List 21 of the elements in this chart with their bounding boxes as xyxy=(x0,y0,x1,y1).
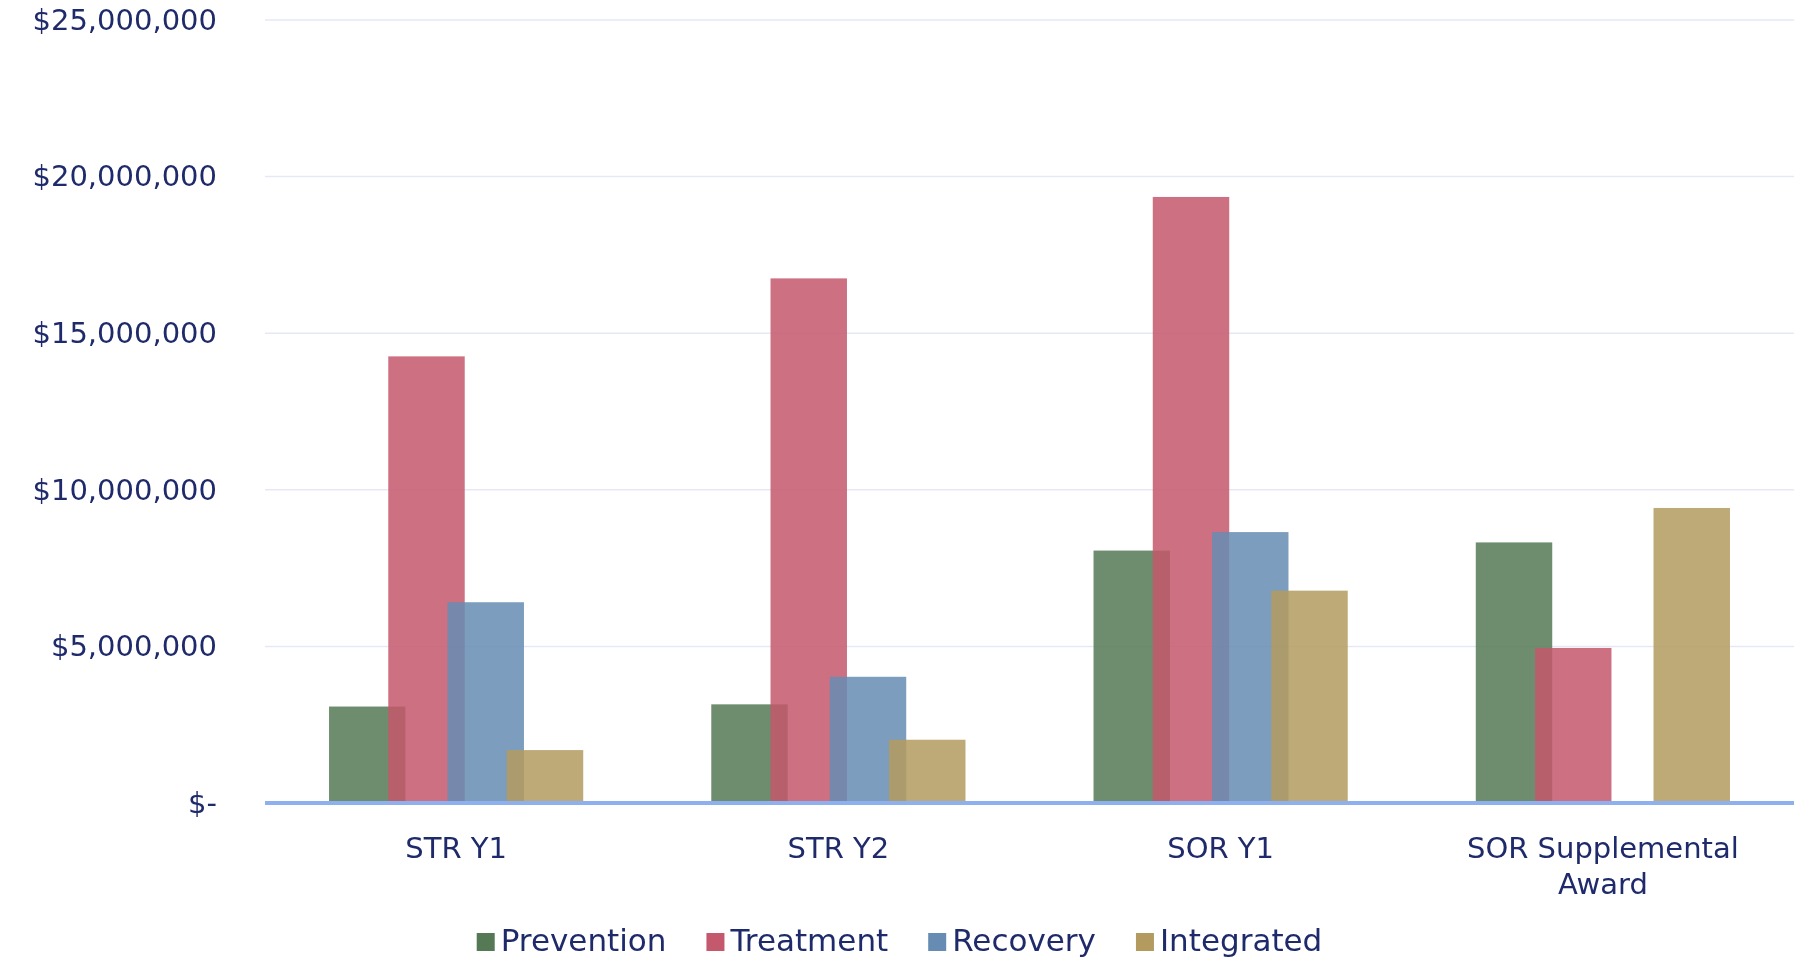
legend-label: Prevention xyxy=(500,922,667,958)
legend-label: Recovery xyxy=(952,922,1096,958)
bar xyxy=(447,602,524,803)
y-tick-label: $5,000,000 xyxy=(50,629,217,664)
y-tick-label: $10,000,000 xyxy=(32,472,217,507)
x-tick-label: STR Y1 xyxy=(405,831,507,865)
x-tick-label: STR Y2 xyxy=(787,831,890,865)
x-tick-label: SOR Supplemental Award xyxy=(1466,831,1739,901)
legend-label: Treatment xyxy=(729,922,889,958)
bar xyxy=(506,750,584,803)
legend-label: Integrated xyxy=(1159,922,1323,958)
bar xyxy=(889,739,966,803)
bar xyxy=(770,278,847,803)
bar xyxy=(1271,590,1348,803)
y-tick-label: $15,000,000 xyxy=(32,315,217,350)
y-tick-label: $20,000,000 xyxy=(32,159,217,194)
y-tick-label: $- xyxy=(188,785,217,820)
x-tick-label: SOR Y1 xyxy=(1167,831,1275,865)
y-tick-label: $25,000,000 xyxy=(32,2,217,37)
bar xyxy=(1535,647,1612,803)
bar xyxy=(1653,507,1730,803)
